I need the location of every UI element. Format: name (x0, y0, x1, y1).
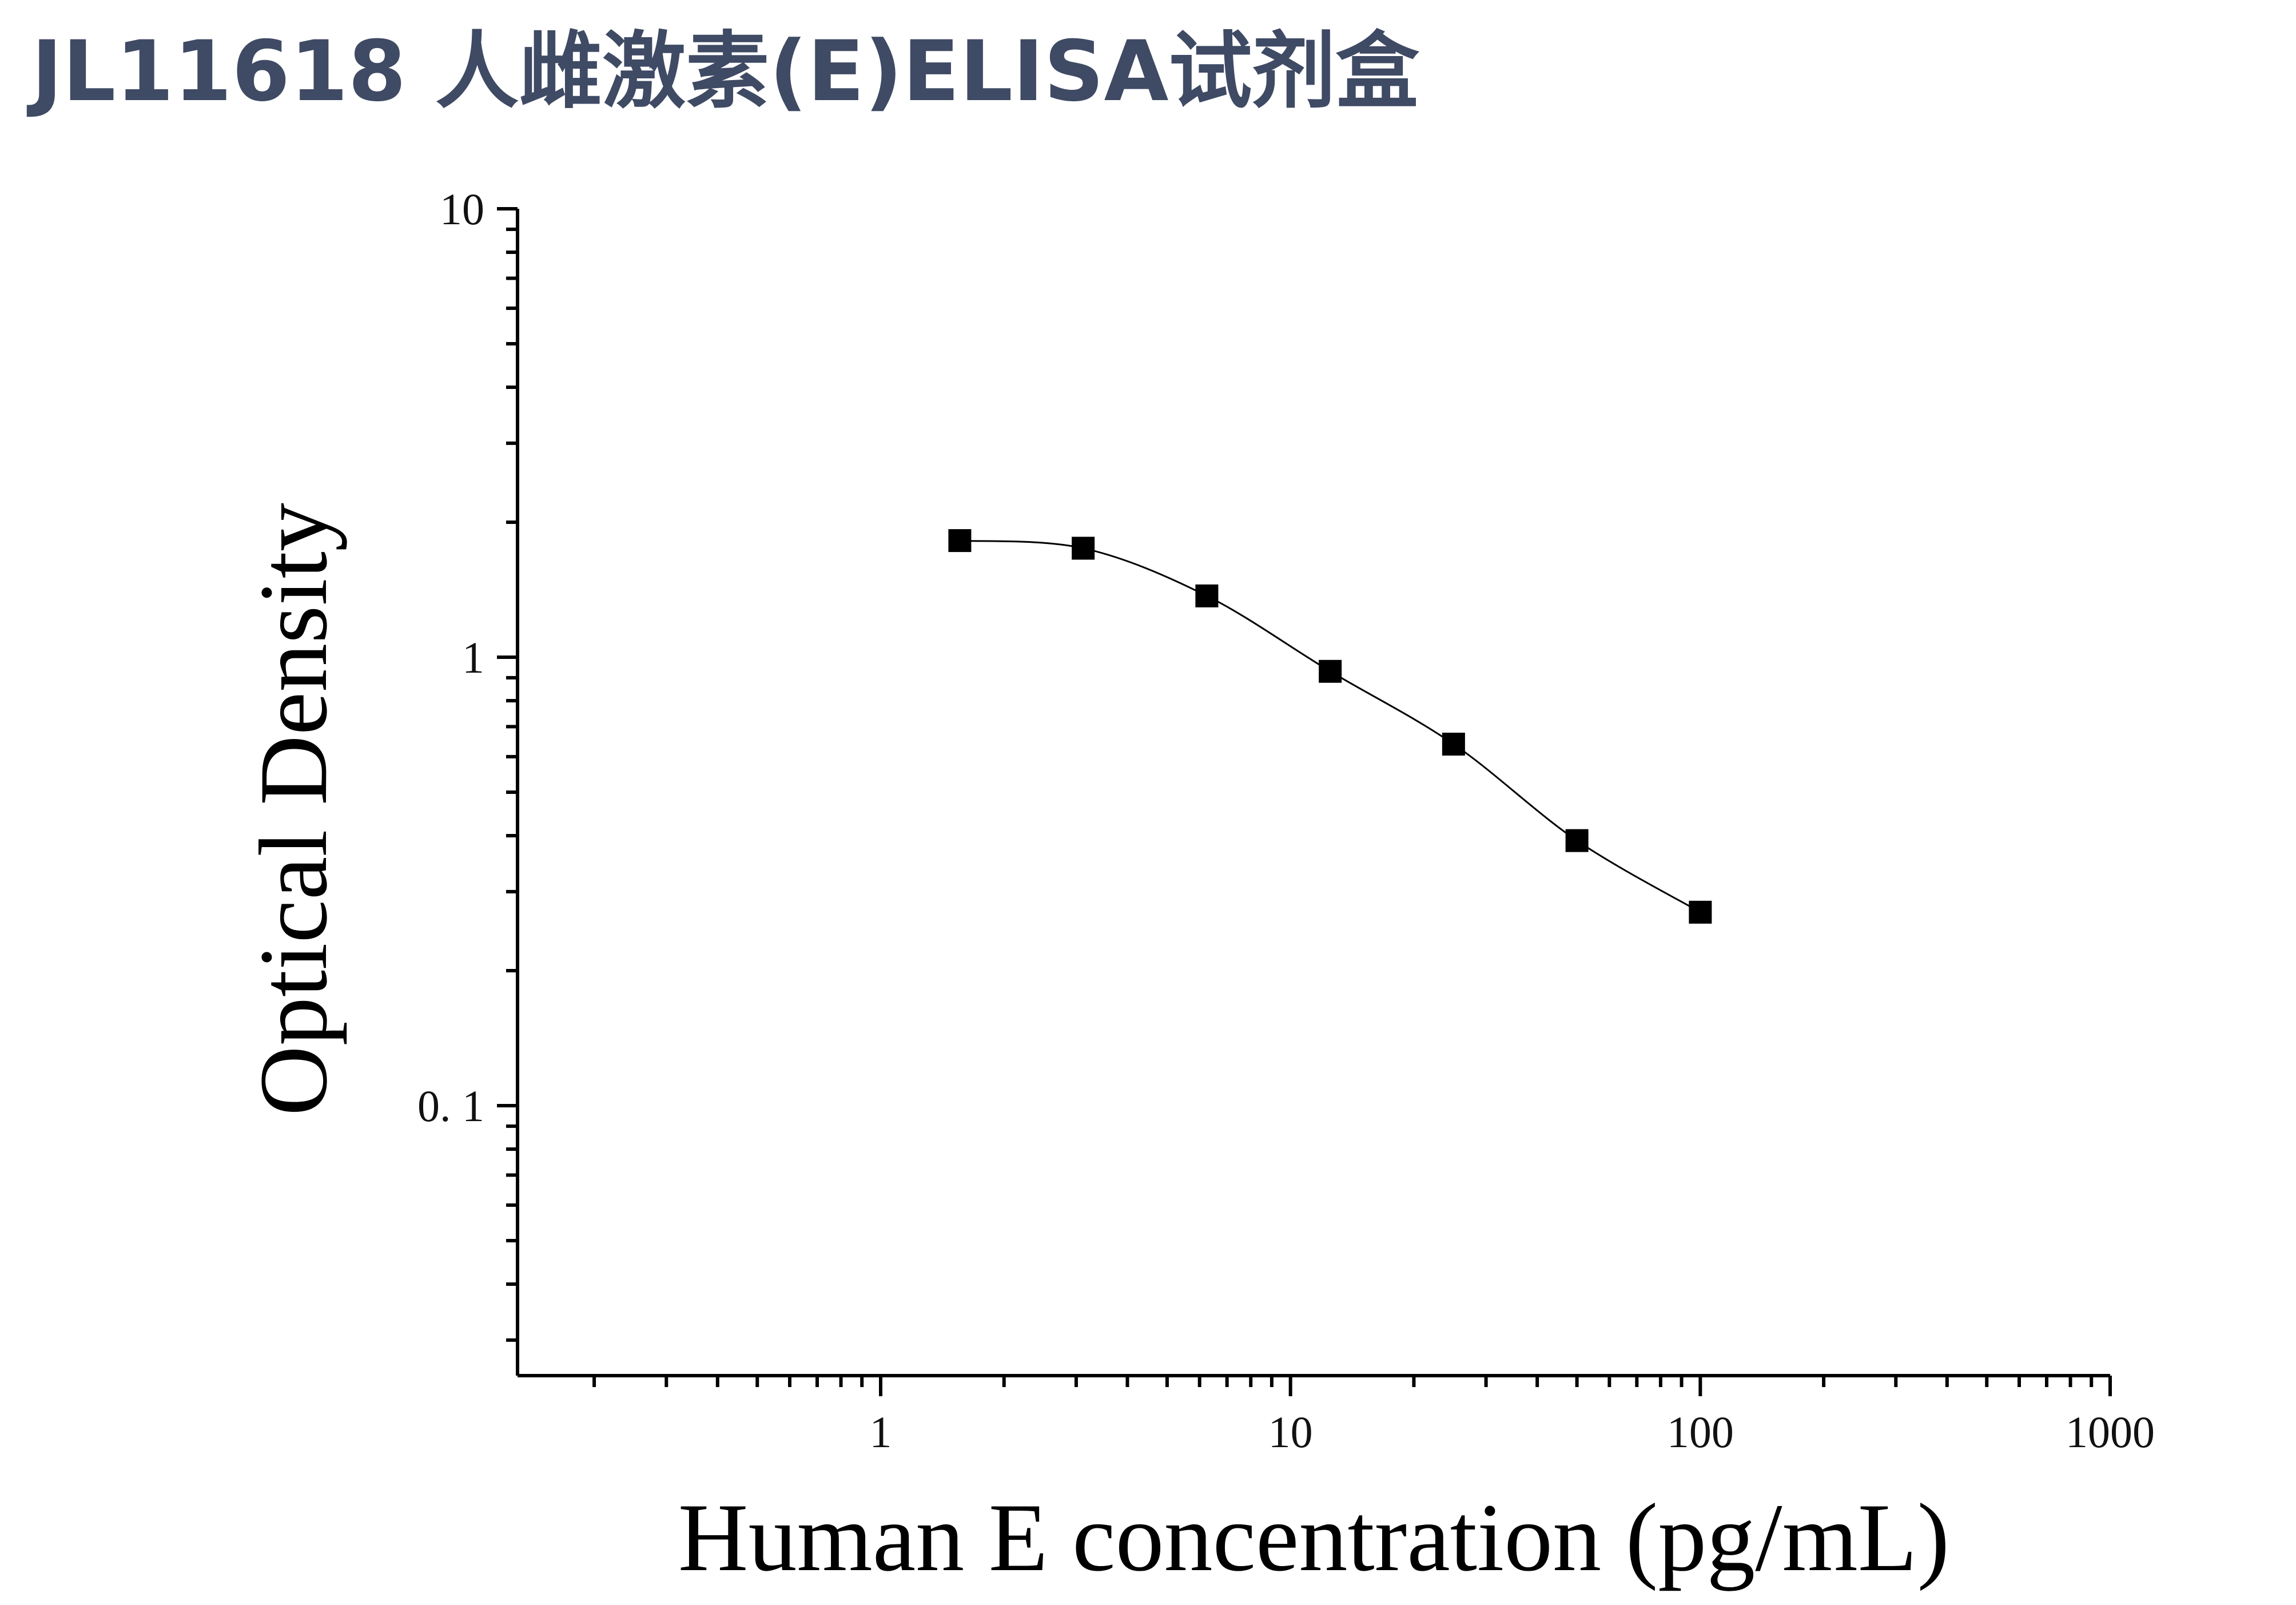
data-point (1195, 584, 1219, 607)
fit-curve (960, 539, 1701, 913)
y-tick-label: 10 (440, 184, 484, 234)
x-tick-label: 100 (1667, 1407, 1734, 1457)
data-point (1072, 537, 1095, 560)
y-tick-label: 1 (462, 633, 484, 682)
chart-labels: 1 10 100 1000 0. 1 1 10 Human E concentration (… (240, 184, 2155, 1591)
data-point (1565, 829, 1589, 852)
x-tick-label: 1000 (2066, 1407, 2155, 1457)
y-axis-title: Optical Density (240, 503, 347, 1116)
x-tick-label: 10 (1268, 1407, 1313, 1457)
chart-axes (497, 207, 2112, 1396)
data-point (1319, 660, 1342, 683)
data-points-layer (948, 529, 1712, 924)
x-axis-title: Human E concentration (pg/mL) (678, 1484, 1949, 1591)
data-point (1442, 732, 1465, 756)
x-tick-label: 1 (870, 1407, 892, 1457)
fit-curve-layer (960, 539, 1701, 913)
data-point (948, 529, 972, 553)
page-title: JL11618 人雌激素(E)ELISA试剂盒 (31, 23, 1419, 120)
y-tick-label: 0. 1 (417, 1081, 484, 1131)
data-point (1689, 900, 1712, 924)
